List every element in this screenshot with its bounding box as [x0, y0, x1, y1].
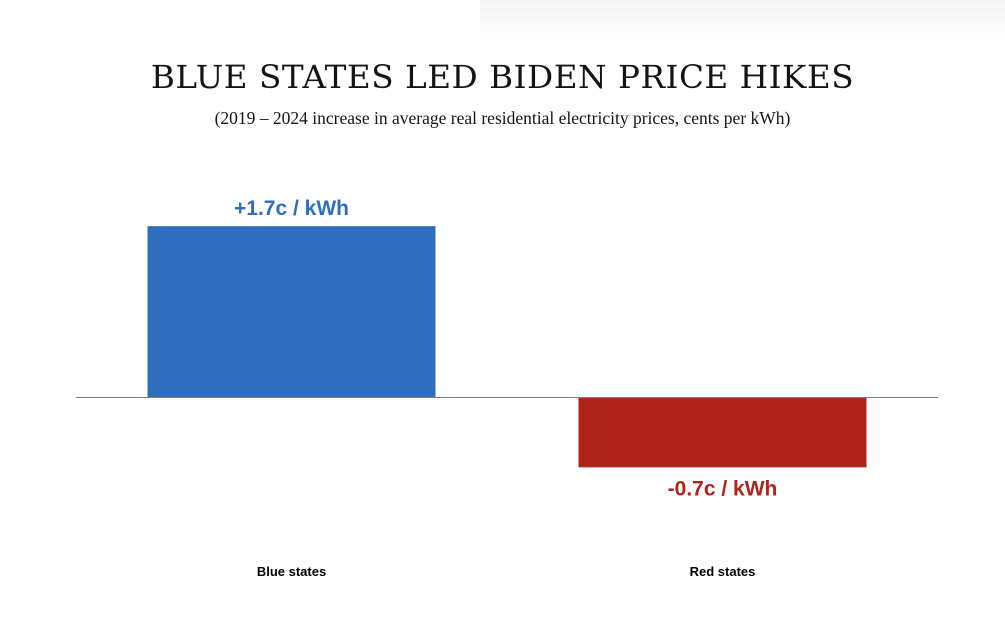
data-label-blue-states: +1.7c / kWh	[234, 197, 349, 220]
bar-blue-states	[147, 226, 436, 397]
value-labels-group: +1.7c / kWh -0.7c / kWh	[234, 197, 777, 500]
category-label-red-states: Red states	[690, 564, 756, 579]
category-labels-group: Blue states Red states	[257, 564, 756, 579]
data-label-red-states: -0.7c / kWh	[668, 477, 778, 500]
chart-subtitle: (2019 – 2024 increase in average real re…	[214, 108, 791, 128]
bar-red-states	[578, 397, 867, 468]
bars-group	[147, 226, 867, 468]
top-shadow	[480, 0, 1005, 38]
category-label-blue-states: Blue states	[257, 564, 326, 579]
chart-title: BLUE STATES LED BIDEN PRICE HIKES	[150, 58, 855, 96]
